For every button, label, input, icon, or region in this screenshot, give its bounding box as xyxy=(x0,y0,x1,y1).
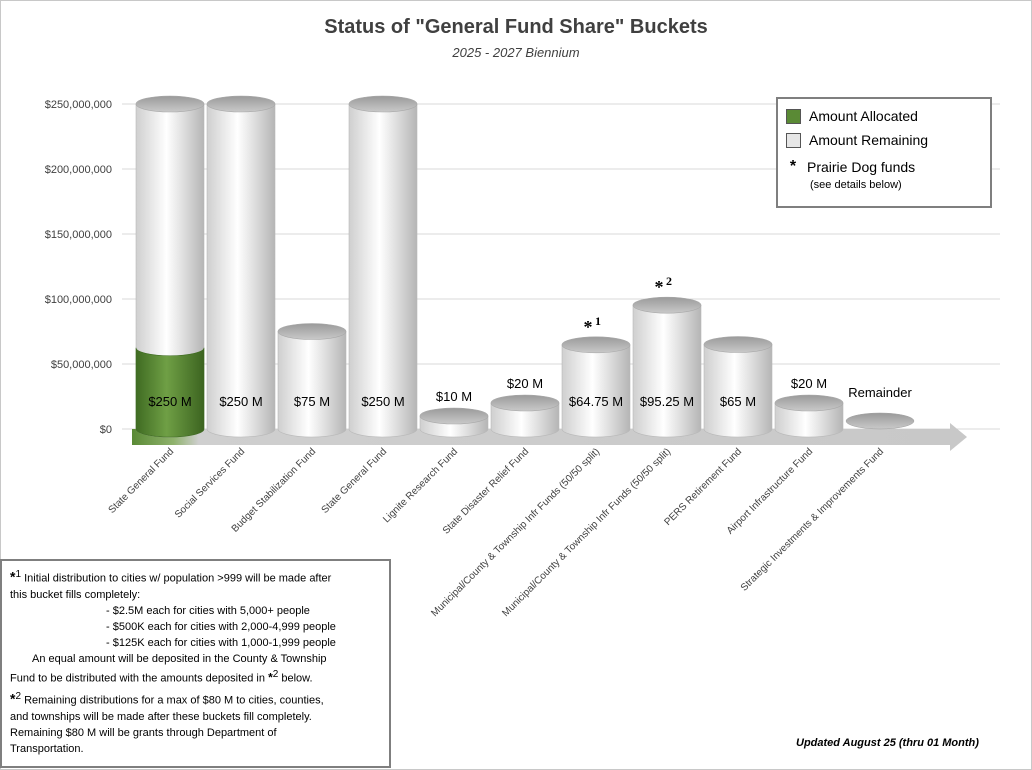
bar-allocated xyxy=(135,347,205,438)
footnote-2-text: Remaining distributions for a max of $80… xyxy=(21,694,324,707)
prairie-dog-superscript: 2 xyxy=(666,274,672,288)
footnote-1-line4: Fund to be distributed with the amounts … xyxy=(10,667,381,687)
bar-top xyxy=(561,336,631,354)
bar-value-label: $65 M xyxy=(720,394,756,409)
bar-group: $75 M xyxy=(277,323,347,438)
bar-group: $65 M xyxy=(703,336,773,438)
bar-group: $10 M xyxy=(419,389,489,438)
category-label: Lignite Research Fund xyxy=(381,446,460,525)
updated-note: Updated August 25 (thru 01 Month) xyxy=(796,737,979,749)
bar-remaining xyxy=(561,344,631,438)
footnote-2-line4: Transportation. xyxy=(10,742,84,755)
bar-remaining xyxy=(490,402,560,438)
bar-value-label: $250 M xyxy=(148,394,191,409)
bar-value-label: $10 M xyxy=(436,389,472,404)
bar-remaining xyxy=(277,331,347,438)
legend-label-allocated: Amount Allocated xyxy=(809,108,918,124)
bar-top xyxy=(774,394,844,412)
category-label: State General Fund xyxy=(320,446,389,515)
bar-remainder-disc xyxy=(845,412,915,430)
footnote-1-line4-sup: 2 xyxy=(272,668,279,680)
legend-item-remaining: Amount Remaining xyxy=(786,132,928,148)
bar-value-label: $95.25 M xyxy=(640,394,694,409)
prairie-dog-asterisk: * xyxy=(655,277,664,297)
y-tick-label: $250,000,000 xyxy=(45,99,112,111)
chart-title: Status of "General Fund Share" Buckets xyxy=(324,16,708,38)
bar-group: $20 M xyxy=(774,376,844,438)
bar-group: Remainder xyxy=(845,385,915,430)
footnote-1-line3: An equal amount will be deposited in the… xyxy=(32,652,327,665)
bar-remaining xyxy=(703,344,773,438)
category-label: State General Fund xyxy=(107,446,176,515)
footnote-bullet-3: - $125K each for cities with 1,000-1,999… xyxy=(106,636,336,649)
footnote-1-sup: 1 xyxy=(15,569,22,580)
asterisk-icon: * xyxy=(789,158,797,175)
legend-item-allocated: Amount Allocated xyxy=(786,108,918,124)
footnote-bullet-1: - $2.5M each for cities with 5,000+ peop… xyxy=(106,604,310,617)
legend-label-prairie: Prairie Dog funds xyxy=(807,159,916,175)
category-label: Municipal/County & Township Infr Funds (… xyxy=(429,446,602,619)
legend: Amount Allocated Amount Remaining * Prai… xyxy=(776,97,992,208)
legend-item-prairie: * Prairie Dog funds xyxy=(786,158,915,176)
footnote-1-line1: *1 Initial distribution to cities w/ pop… xyxy=(10,567,381,587)
bar-group: $20 M xyxy=(490,376,560,438)
bar-group: $250 M xyxy=(135,95,205,438)
bar-top xyxy=(206,95,276,113)
category-label: PERS Retirement Fund xyxy=(662,446,744,528)
bar-top xyxy=(703,336,773,353)
y-tick-label: $200,000,000 xyxy=(45,164,112,176)
prairie-dog-asterisk: * xyxy=(584,317,593,337)
bar-value-label: $250 M xyxy=(361,394,404,409)
bar-top xyxy=(419,407,489,425)
bar-top xyxy=(632,296,702,314)
bar-group: $250 M xyxy=(348,95,418,438)
y-tick-label: $100,000,000 xyxy=(45,294,112,306)
footnote-2-line1: *2 Remaining distributions for a max of … xyxy=(10,689,381,709)
bar-value-label: $20 M xyxy=(791,376,827,391)
allocated-swatch xyxy=(786,108,801,124)
category-label: Municipal/County & Township Infr Funds (… xyxy=(500,446,673,619)
bar-value-label: $250 M xyxy=(219,394,262,409)
footnote-1-line4-end: below. xyxy=(278,672,313,685)
bar-remaining xyxy=(348,103,418,438)
bar-remaining xyxy=(774,402,844,438)
bar-group: $64.75 M xyxy=(561,336,631,438)
asterisk-icon: * xyxy=(268,670,273,685)
category-label: Strategic Investments & Improvements Fun… xyxy=(739,446,886,593)
remaining-swatch xyxy=(786,132,801,148)
bar-remaining xyxy=(632,304,702,438)
footnote-1-text: Initial distribution to cities w/ popula… xyxy=(21,572,332,585)
bar-top xyxy=(348,95,418,113)
bar-top xyxy=(135,95,205,113)
footnote-1-line4-text: Fund to be distributed with the amounts … xyxy=(10,672,269,685)
bar-value-label: $75 M xyxy=(294,394,330,409)
footnote-bullet-2: - $500K each for cities with 2,000-4,999… xyxy=(106,620,336,633)
legend-note: (see details below) xyxy=(810,179,902,191)
prairie-dog-superscript: 1 xyxy=(595,314,601,328)
footnote-2-line2: and townships will be made after these b… xyxy=(10,710,312,723)
bar-value-label: $20 M xyxy=(507,376,543,391)
footnote-2-line3: Remaining $80 M will be grants through D… xyxy=(10,726,277,739)
y-tick-label: $150,000,000 xyxy=(45,229,112,241)
bar-top xyxy=(277,323,347,340)
bar-value-label: Remainder xyxy=(848,385,912,400)
category-label: Social Services Fund xyxy=(173,446,247,520)
asterisk-icon: * xyxy=(10,690,16,707)
y-tick-label: $50,000,000 xyxy=(51,359,112,371)
bar-group: $250 M xyxy=(206,95,276,438)
bar-remaining xyxy=(206,103,276,438)
asterisk-icon: * xyxy=(10,568,16,585)
footnote-2-sup: 2 xyxy=(15,691,22,703)
legend-label-remaining: Amount Remaining xyxy=(809,132,929,148)
bar-group: $95.25 M xyxy=(632,296,702,438)
bar-top xyxy=(490,394,560,412)
footnotes-box: *1 Initial distribution to cities w/ pop… xyxy=(0,559,391,768)
bar-value-label: $64.75 M xyxy=(569,394,623,409)
chart-subtitle: 2025 - 2027 Biennium xyxy=(452,45,580,60)
category-label: Budget Stabilization Fund xyxy=(230,446,318,534)
y-tick-label: $0 xyxy=(100,424,112,436)
footnote-1-line2: this bucket fills completely: xyxy=(10,588,141,601)
